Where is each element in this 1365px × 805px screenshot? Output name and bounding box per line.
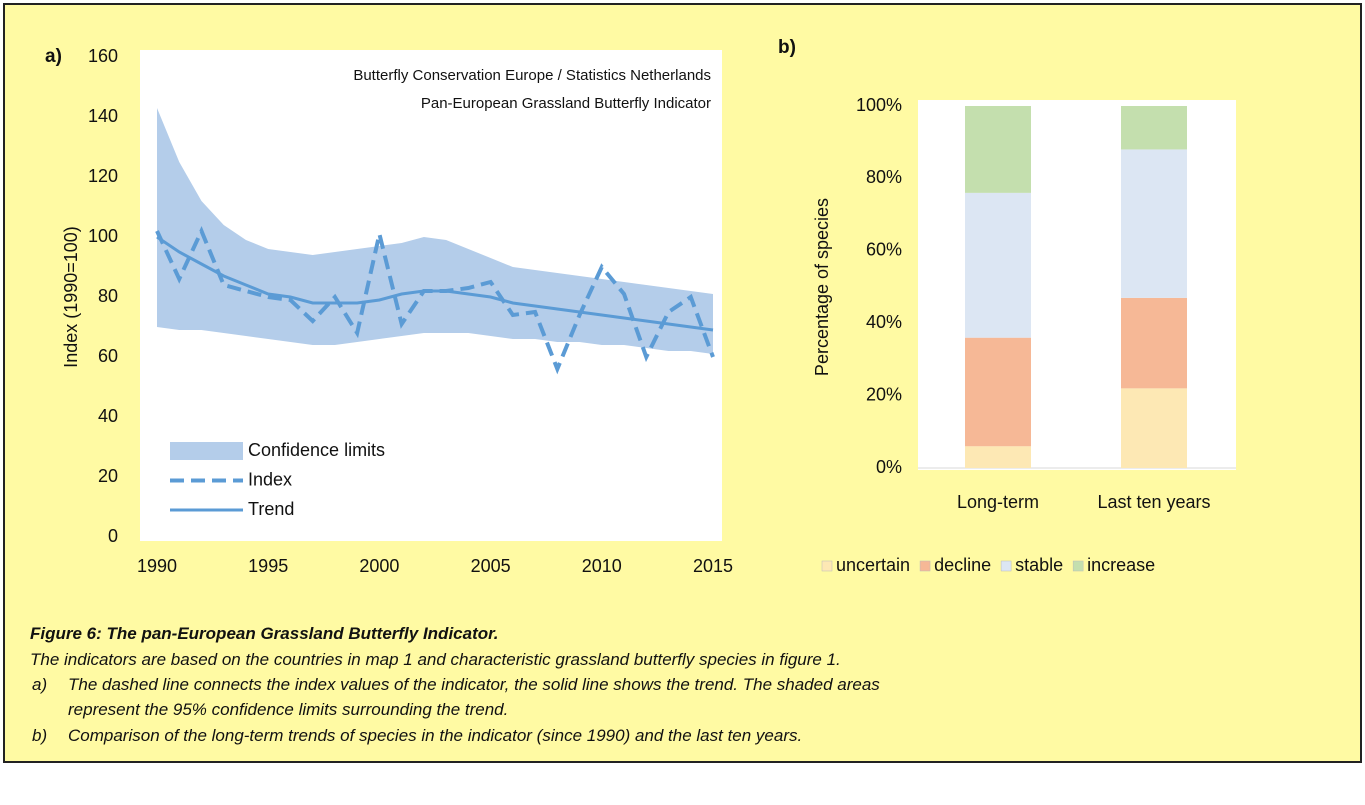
bar-segment xyxy=(1121,297,1187,389)
trend-line xyxy=(156,235,714,332)
y-tick-label: 60 xyxy=(98,346,118,366)
y-tick-label: 100% xyxy=(856,95,902,115)
legend-swatch xyxy=(1072,560,1084,572)
y-tick-label: 0% xyxy=(876,457,902,477)
x-tick-label: 1995 xyxy=(248,556,288,576)
y-tick-label: 0 xyxy=(108,526,118,546)
panel-label: a) xyxy=(45,46,62,67)
bar-segment xyxy=(965,446,1031,468)
legend-label: uncertain xyxy=(836,555,910,575)
x-tick-label: 1990 xyxy=(137,556,177,576)
y-tick-label: 40 xyxy=(98,406,118,426)
x-tick-label: Long-term xyxy=(957,492,1039,512)
bar-segment xyxy=(1121,106,1187,150)
confidence-band xyxy=(157,108,713,354)
y-tick-label: 60% xyxy=(866,240,902,260)
x-tick-label: 2015 xyxy=(693,556,733,576)
bar-segment xyxy=(1121,388,1187,468)
legend-label: Confidence limits xyxy=(248,440,385,460)
legend-label: Trend xyxy=(248,499,294,519)
y-tick-label: 80% xyxy=(866,167,902,187)
panel-label: b) xyxy=(778,37,796,58)
y-tick-label: 160 xyxy=(88,46,118,66)
y-tick-label: 80 xyxy=(98,286,118,306)
y-tick-label: 20% xyxy=(866,384,902,404)
legend-swatch xyxy=(821,560,833,572)
x-tick-label: 2010 xyxy=(582,556,622,576)
legend-label: Index xyxy=(248,469,292,489)
index-line xyxy=(155,226,715,375)
y-tick-label: 120 xyxy=(88,166,118,186)
y-tick-label: 100 xyxy=(88,226,118,246)
caption-item-label: b) xyxy=(32,726,48,745)
y-axis-label: Percentage of species xyxy=(812,198,832,376)
legend-label: stable xyxy=(1015,555,1063,575)
caption-item-text: represent the 95% confidence limits surr… xyxy=(68,700,509,719)
caption-title: Figure 6: The pan-European Grassland But… xyxy=(30,624,499,643)
legend-label: increase xyxy=(1087,555,1155,575)
caption-text: The indicators are based on the countrie… xyxy=(30,650,841,669)
y-tick-label: 140 xyxy=(88,106,118,126)
x-tick-label: 2000 xyxy=(359,556,399,576)
legend-swatch xyxy=(1000,560,1012,572)
caption-item-text: The dashed line connects the index value… xyxy=(68,675,880,694)
x-tick-label: Last ten years xyxy=(1097,492,1210,512)
y-axis-label: Index (1990=100) xyxy=(61,226,81,368)
bar-segment xyxy=(965,106,1031,193)
bar-segment xyxy=(965,337,1031,447)
bar-segment xyxy=(1121,149,1187,298)
x-tick-label: 2005 xyxy=(471,556,511,576)
annotation: Butterfly Conservation Europe / Statisti… xyxy=(353,67,711,84)
annotation: Pan-European Grassland Butterfly Indicat… xyxy=(421,95,711,112)
bar-segment xyxy=(965,192,1031,338)
charts: a) 0 20 40 60 80 100 120 140 160 Index (1990=100) 1… xyxy=(45,37,1236,576)
legend-label: decline xyxy=(934,555,991,575)
caption-item-label: a) xyxy=(32,675,48,694)
legend-swatch xyxy=(170,442,243,460)
caption-item-text: Comparison of the long-term trends of sp… xyxy=(68,726,803,745)
legend-swatch xyxy=(919,560,931,572)
y-tick-label: 20 xyxy=(98,466,118,486)
y-tick-label: 40% xyxy=(866,312,902,332)
